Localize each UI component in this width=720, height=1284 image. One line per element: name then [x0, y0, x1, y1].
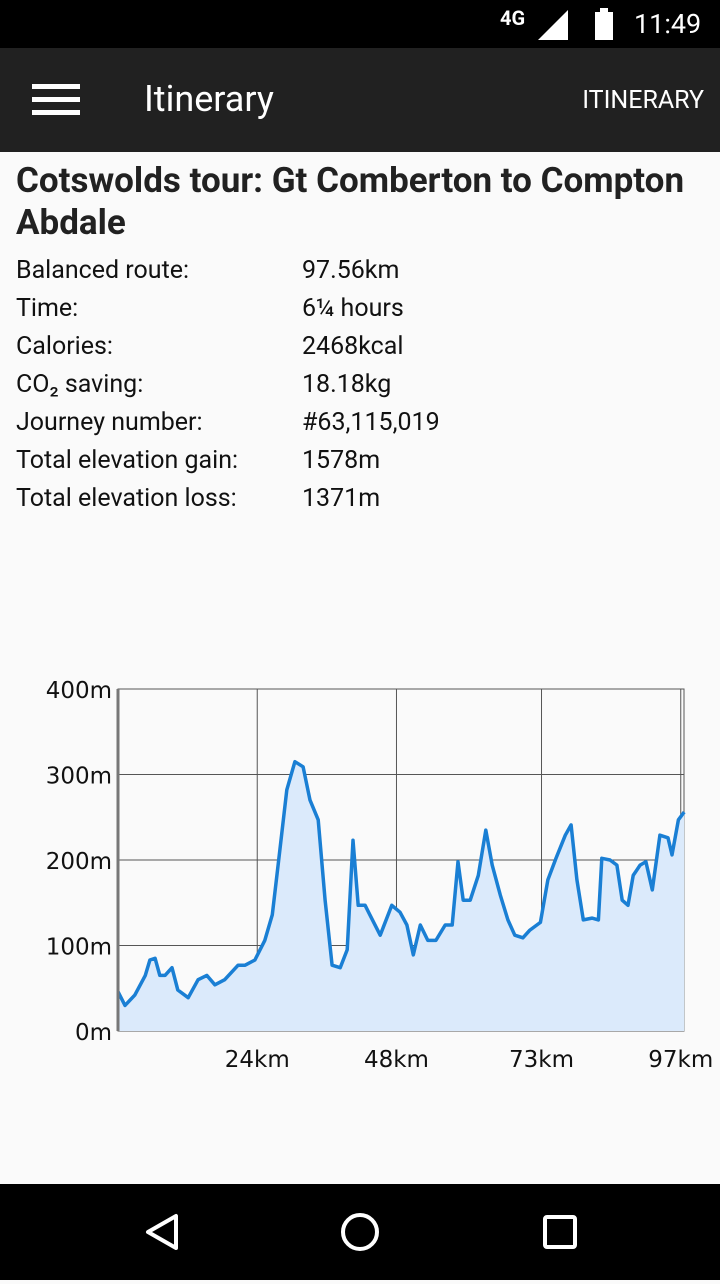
- detail-value: 2468kcal: [302, 332, 404, 361]
- signal-icon: [538, 10, 568, 40]
- x-tick-label: 24km: [225, 1047, 290, 1073]
- y-tick-label: 200m: [46, 849, 112, 875]
- detail-label: Balanced route:: [16, 256, 190, 285]
- detail-row: Total elevation loss: 1371m: [16, 484, 380, 513]
- detail-value: 1371m: [302, 484, 381, 513]
- detail-row: Total elevation gain: 1578m: [16, 446, 380, 475]
- y-tick-label: 400m: [46, 678, 112, 704]
- action-button[interactable]: ITINERARY: [582, 86, 704, 115]
- y-tick-label: 0m: [75, 1020, 112, 1046]
- app-title: Itinerary: [144, 78, 274, 120]
- route-title: Cotswolds tour: Gt Comberton to Compton …: [16, 160, 685, 243]
- nav-bar: [0, 1184, 720, 1280]
- clock: 11:49: [634, 8, 702, 40]
- detail-row: Balanced route: 97.56km: [16, 256, 399, 285]
- detail-label: Journey number:: [16, 408, 203, 437]
- back-button[interactable]: [146, 1214, 178, 1250]
- detail-value: 1578m: [302, 446, 381, 475]
- nav-icons: [146, 1213, 577, 1251]
- x-tick-label: 48km: [364, 1047, 429, 1073]
- y-tick-label: 300m: [46, 764, 112, 790]
- detail-value: 18.18kg: [302, 370, 392, 399]
- detail-row: Journey number: #63,115,019: [16, 408, 440, 437]
- detail-value: #63,115,019: [302, 408, 440, 437]
- x-tick-label: 97km: [648, 1047, 713, 1073]
- detail-row: CO₂ saving: 18.18kg: [16, 370, 391, 399]
- area: [118, 761, 685, 1031]
- detail-row: Time: 6¼ hours: [16, 294, 404, 323]
- detail-row: Calories: 2468kcal: [16, 332, 403, 361]
- detail-value: 97.56km: [302, 256, 400, 285]
- detail-label: Total elevation loss:: [16, 484, 237, 513]
- app-bar: Itinerary ITINERARY: [0, 48, 720, 152]
- recents-button[interactable]: [543, 1215, 577, 1249]
- detail-label: Time:: [16, 294, 79, 323]
- status-bar: 4G 11:49: [0, 0, 720, 48]
- detail-label: Calories:: [16, 332, 113, 361]
- network: 4G: [500, 6, 526, 30]
- line: [116, 759, 686, 1008]
- x-tick-label: 73km: [509, 1047, 574, 1073]
- y-tick-label: 100m: [46, 935, 112, 961]
- detail-label: CO₂ saving:: [16, 370, 144, 399]
- detail-value: 6¼ hours: [302, 294, 404, 323]
- battery-icon: [595, 8, 613, 40]
- elevation-chart: 0m 100m 200m 300m 400m 24km 48km 73km 97km: [46, 678, 714, 1073]
- home-button[interactable]: [341, 1213, 379, 1251]
- detail-label: Total elevation gain:: [16, 446, 239, 475]
- menu-button[interactable]: [32, 84, 80, 116]
